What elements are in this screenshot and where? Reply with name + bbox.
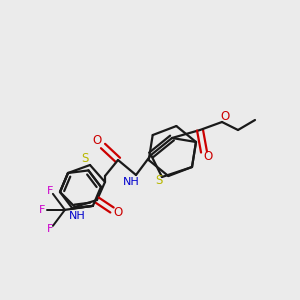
Text: S: S <box>81 152 89 164</box>
Text: O: O <box>113 206 123 220</box>
Text: NH: NH <box>69 211 86 221</box>
Text: O: O <box>220 110 230 124</box>
Text: O: O <box>92 134 102 148</box>
Text: S: S <box>155 173 163 187</box>
Text: O: O <box>203 149 213 163</box>
Text: F: F <box>47 186 53 196</box>
Text: F: F <box>39 205 45 215</box>
Text: F: F <box>47 224 53 234</box>
Text: NH: NH <box>123 177 140 187</box>
